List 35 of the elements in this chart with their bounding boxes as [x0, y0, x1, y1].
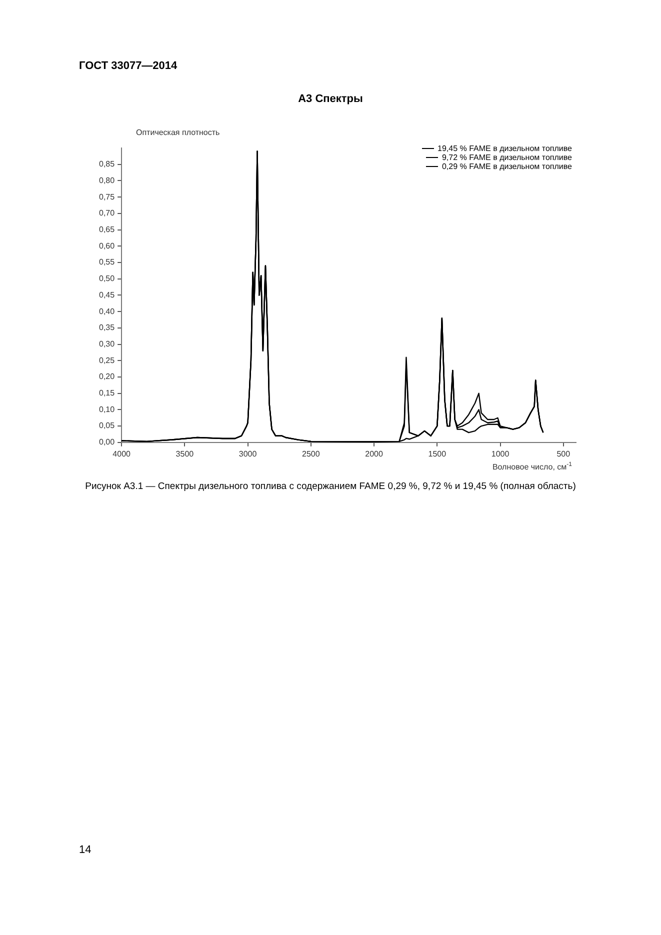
- x-tick-label: 500: [556, 449, 571, 458]
- y-tick-label: 0,80: [98, 176, 116, 185]
- y-tick-label: 0,65: [98, 224, 116, 234]
- legend-label: 19,45 % FAME в дизельном топливе: [438, 144, 572, 153]
- text: Рисунок А3.1 — Спектры дизельного топлива с содержанием FAME 0,29 %, 9,72 % и 19,45 % (полная область): [84, 481, 577, 492]
- legend-label: 0,29 % FAME в дизельном топливе: [442, 162, 572, 171]
- y-tick-label: 0,55: [98, 258, 116, 267]
- x-tick-label: 3500: [176, 449, 194, 458]
- y-tick-label: 0,05: [98, 421, 116, 430]
- y-tick-label: 0,70: [98, 208, 116, 218]
- x-axis-title: Волновое число, см$^{-1}$: [491, 462, 572, 472]
- y-axis-title: Оптическая плотность: [136, 128, 220, 137]
- text: ГОСТ 33077—2014: [79, 60, 178, 72]
- x-tick-label: 2500: [302, 449, 320, 458]
- x-tick-label: 1500: [428, 449, 447, 458]
- y-tick-label: 0,35: [98, 323, 116, 332]
- y-tick-label: 0,45: [98, 290, 116, 300]
- y-tick-label: 0,40: [98, 306, 116, 316]
- x-tick-label: 2000: [365, 449, 384, 458]
- y-tick-label: 0,30: [98, 339, 116, 348]
- y-tick-label: 0,10: [98, 404, 116, 414]
- y-tick-label: 0,85: [98, 160, 116, 169]
- y-tick-label: 0,15: [98, 388, 116, 398]
- y-tick-label: 0,50: [98, 274, 116, 284]
- y-tick-label: 0,75: [98, 192, 116, 202]
- x-tick-label: 4000: [112, 449, 132, 458]
- y-tick-label: 0,20: [98, 372, 116, 382]
- legend-label: 9,72 % FAME в дизельном топливе: [442, 153, 572, 162]
- text: 14: [79, 844, 92, 856]
- y-tick-label: 0,25: [98, 356, 116, 365]
- x-tick-label: 3000: [238, 449, 258, 458]
- chart-title: А3 Спектры: [297, 93, 364, 105]
- y-tick-label: 0,60: [98, 241, 116, 250]
- y-tick-label: 0,00: [98, 438, 116, 447]
- x-tick-label: 1000: [491, 449, 510, 458]
